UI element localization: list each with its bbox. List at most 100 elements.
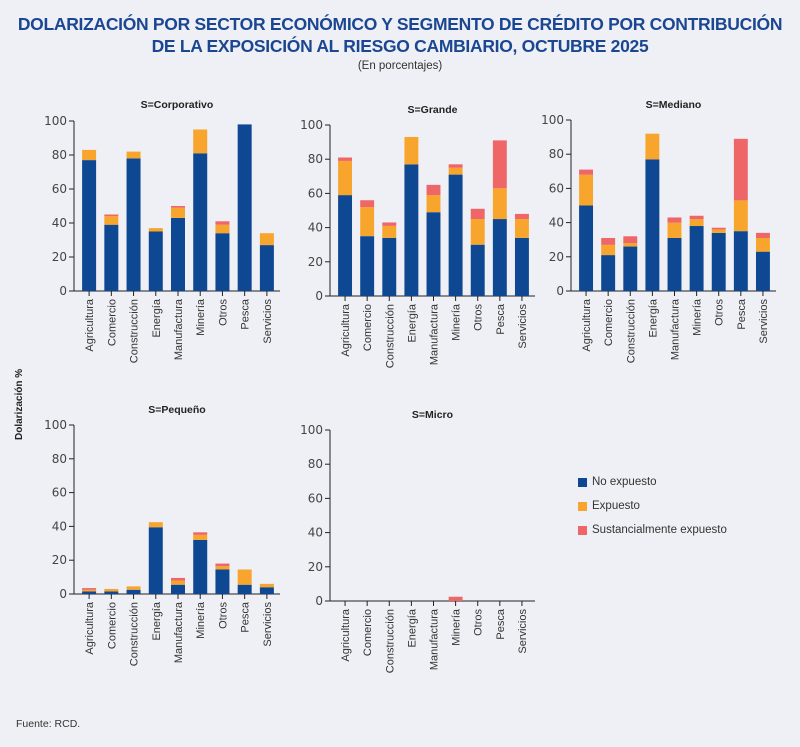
bar-segment-no-expuesto	[667, 237, 682, 291]
y-tick-label: 60	[549, 181, 564, 195]
bar-segment-sustancialmente-expuesto	[579, 169, 594, 175]
x-category-label: Construcción	[129, 602, 141, 666]
x-category-label: Energía	[151, 601, 163, 640]
bar-segment-expuesto	[215, 566, 230, 570]
bar-segment-sustancialmente-expuesto	[470, 208, 485, 220]
y-tick-label: 60	[52, 182, 67, 196]
bar-segment-no-expuesto	[755, 251, 770, 291]
bar-segment-expuesto	[82, 589, 97, 592]
bar-segment-sustancialmente-expuesto	[514, 213, 529, 220]
bar-segment-expuesto	[126, 586, 141, 590]
x-category-label: Energía	[647, 298, 659, 337]
bar-segment-no-expuesto	[237, 124, 252, 292]
bar-segment-expuesto	[601, 244, 616, 256]
y-tick-label: 20	[308, 560, 323, 574]
bar-segment-sustancialmente-expuesto	[382, 222, 397, 226]
y-tick-label: 100	[541, 113, 564, 127]
x-category-label: Servicios	[517, 609, 529, 654]
chart-panel-grande: S=Grande 0 20 40 60 80 100 Agricultura Comercio C…	[300, 104, 535, 368]
bar-segment-expuesto	[645, 133, 660, 160]
y-tick-label: 100	[44, 418, 67, 432]
x-category-label: Minería	[451, 303, 463, 341]
x-category-label: Manufactura	[429, 303, 441, 365]
legend-label: No expuesto	[592, 476, 657, 488]
bar-segment-expuesto	[148, 228, 163, 232]
x-category-label: Agricultura	[581, 298, 593, 351]
x-category-label: Otros	[217, 299, 229, 326]
bar-segment-expuesto	[193, 129, 208, 154]
y-tick-label: 80	[308, 457, 323, 471]
panel-title: S=Mediano	[646, 99, 702, 111]
bar-segment-expuesto	[492, 188, 507, 220]
legend-label: Sustancialmente expuesto	[592, 524, 727, 536]
x-category-label: Agricultura	[340, 303, 352, 356]
bar-segment-no-expuesto	[237, 584, 252, 594]
bar-segment-no-expuesto	[645, 159, 660, 291]
bar-segment-no-expuesto	[193, 539, 208, 594]
bar-segment-no-expuesto	[171, 217, 185, 291]
bar-segment-expuesto	[193, 534, 208, 540]
bar-segment-sustancialmente-expuesto	[193, 532, 208, 535]
bar-segment-sustancialmente-expuesto	[171, 206, 185, 208]
bar-segment-expuesto	[755, 237, 770, 252]
bar-segment-no-expuesto	[514, 237, 529, 296]
bar-segment-expuesto	[689, 219, 704, 227]
y-tick-label: 20	[308, 255, 323, 269]
bar-segment-no-expuesto	[193, 153, 208, 291]
bar-segment-no-expuesto	[148, 231, 163, 291]
bar-segment-no-expuesto	[470, 244, 485, 296]
legend-swatch-expuesto	[578, 501, 587, 511]
x-category-label: Otros	[714, 299, 726, 326]
x-category-label: Energía	[151, 298, 163, 337]
bar-segment-sustancialmente-expuesto	[171, 577, 185, 581]
legend-item-no-expuesto: No expuesto	[578, 470, 727, 494]
x-category-label: Manufactura	[173, 298, 185, 360]
bar-segment-no-expuesto	[338, 195, 353, 296]
bar-segment-no-expuesto	[126, 589, 141, 594]
x-category-label: Servicios	[517, 304, 529, 349]
bar-segment-expuesto	[426, 195, 441, 213]
bar-segment-expuesto	[579, 174, 594, 206]
bar-segment-no-expuesto	[733, 231, 748, 291]
bar-segment-no-expuesto	[360, 236, 375, 296]
legend: No expuesto Expuesto Sustancialmente exp…	[578, 470, 727, 542]
chart-panel-pequeño: S=Pequeño 0 20 40 60 80 100 Agricultura Comercio…	[44, 404, 280, 666]
x-category-label: Otros	[473, 304, 485, 331]
x-category-label: Agricultura	[84, 601, 96, 654]
bar-segment-expuesto	[259, 583, 274, 588]
legend-label: Expuesto	[592, 500, 640, 512]
bar-segment-expuesto	[623, 243, 638, 247]
x-category-label: Manufactura	[429, 608, 441, 670]
bar-segment-expuesto	[470, 219, 485, 245]
bar-segment-no-expuesto	[711, 232, 726, 291]
y-tick-label: 40	[549, 216, 564, 230]
bar-segment-sustancialmente-expuesto	[711, 227, 726, 230]
bar-segment-no-expuesto	[215, 569, 230, 594]
bar-segment-no-expuesto	[104, 591, 119, 594]
bar-segment-expuesto	[104, 588, 119, 592]
x-category-label: Minería	[692, 298, 704, 336]
bar-segment-sustancialmente-expuesto	[448, 164, 463, 168]
bar-segment-sustancialmente-expuesto	[104, 214, 119, 217]
bar-segment-expuesto	[171, 207, 185, 218]
bar-segment-expuesto	[104, 216, 119, 225]
y-tick-label: 0	[59, 284, 67, 298]
chart-panel-mediano: S=Mediano 0 20 40 60 80 100 Agricultura Comercio…	[541, 99, 776, 363]
panel-title: S=Pequeño	[148, 404, 205, 416]
bar-segment-no-expuesto	[126, 158, 141, 291]
source-note: Fuente: RCD.	[16, 718, 81, 730]
x-category-label: Manufactura	[670, 298, 682, 360]
y-tick-label: 40	[52, 519, 67, 533]
chart-title-line-2: DE LA EXPOSICIÓN AL RIESGO CAMBIARIO, OC…	[151, 36, 649, 56]
bar-segment-no-expuesto	[104, 224, 119, 291]
y-tick-label: 60	[308, 491, 323, 505]
bar-segment-sustancialmente-expuesto	[426, 184, 441, 196]
y-tick-label: 0	[59, 587, 67, 601]
chart-title-line-1: DOLARIZACIÓN POR SECTOR ECONÓMICO Y SEGM…	[17, 14, 783, 34]
y-tick-label: 80	[52, 452, 67, 466]
bar-segment-sustancialmente-expuesto	[601, 237, 616, 245]
chart-panel-corporativo: S=Corporativo 0 20 40 60 80 100 Agricultura Come…	[44, 99, 280, 363]
bar-segment-expuesto	[382, 225, 397, 238]
bar-segment-expuesto	[126, 151, 141, 159]
